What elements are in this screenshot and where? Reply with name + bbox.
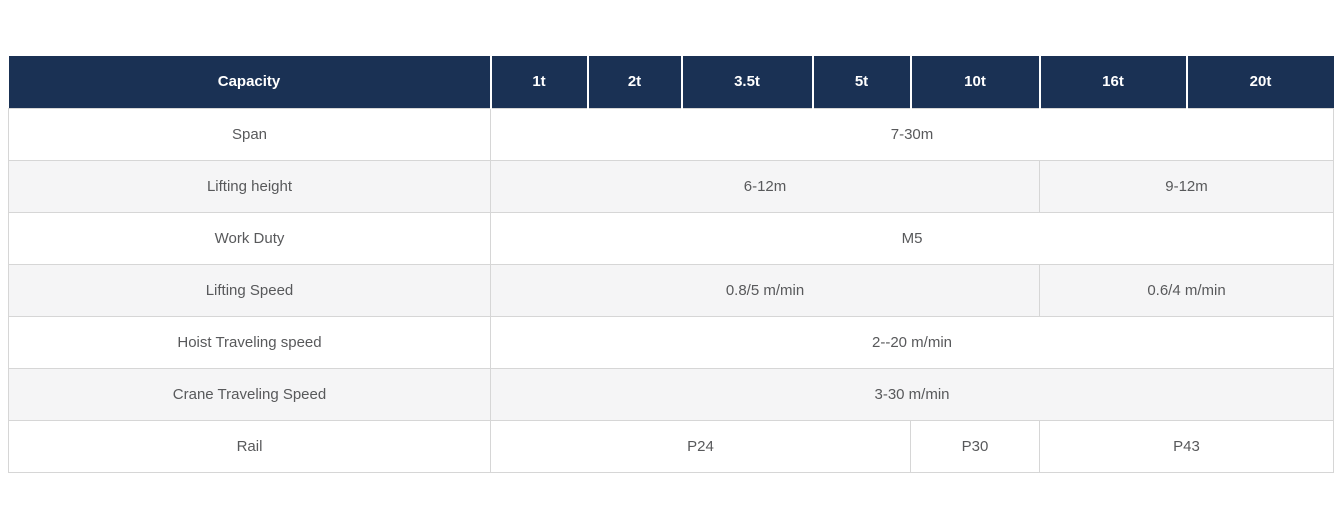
row-span: Span 7-30m bbox=[8, 107, 1334, 161]
header-row: Capacity 1t 2t 3.5t 5t 10t 16t 20t bbox=[8, 56, 1334, 108]
specs-table: Capacity 1t 2t 3.5t 5t 10t 16t 20t Span … bbox=[8, 56, 1334, 473]
value-lifting-speed-small: 0.8/5 m/min bbox=[490, 263, 1040, 317]
header-cell-16t: 16t bbox=[1038, 56, 1187, 108]
value-work-duty: M5 bbox=[490, 211, 1334, 265]
row-label-crane-traveling-speed: Crane Traveling Speed bbox=[8, 367, 491, 421]
value-lifting-height-small: 6-12m bbox=[490, 159, 1040, 213]
row-label-work-duty: Work Duty bbox=[8, 211, 491, 265]
header-cell-5t: 5t bbox=[811, 56, 911, 108]
header-cell-20t: 20t bbox=[1185, 56, 1334, 108]
header-cell-2t: 2t bbox=[586, 56, 682, 108]
value-lifting-speed-large: 0.6/4 m/min bbox=[1039, 263, 1334, 317]
value-rail-p43: P43 bbox=[1039, 419, 1334, 473]
header-cell-10t: 10t bbox=[909, 56, 1040, 108]
row-crane-traveling-speed: Crane Traveling Speed 3-30 m/min bbox=[8, 367, 1334, 421]
value-lifting-height-large: 9-12m bbox=[1039, 159, 1334, 213]
row-label-lifting-height: Lifting height bbox=[8, 159, 491, 213]
row-work-duty: Work Duty M5 bbox=[8, 211, 1334, 265]
row-lifting-height: Lifting height 6-12m 9-12m bbox=[8, 159, 1334, 213]
row-lifting-speed: Lifting Speed 0.8/5 m/min 0.6/4 m/min bbox=[8, 263, 1334, 317]
header-cell-1t: 1t bbox=[489, 56, 588, 108]
value-crane-traveling-speed: 3-30 m/min bbox=[490, 367, 1334, 421]
row-label-rail: Rail bbox=[8, 419, 491, 473]
row-rail: Rail P24 P30 P43 bbox=[8, 419, 1334, 473]
row-label-hoist-traveling-speed: Hoist Traveling speed bbox=[8, 315, 491, 369]
row-label-span: Span bbox=[8, 107, 491, 161]
table-header: Capacity 1t 2t 3.5t 5t 10t 16t 20t bbox=[8, 56, 1334, 108]
value-rail-p30: P30 bbox=[910, 419, 1040, 473]
value-hoist-traveling-speed: 2--20 m/min bbox=[490, 315, 1334, 369]
header-cell-capacity: Capacity bbox=[8, 56, 491, 108]
row-label-lifting-speed: Lifting Speed bbox=[8, 263, 491, 317]
value-span: 7-30m bbox=[490, 107, 1334, 161]
value-rail-p24: P24 bbox=[490, 419, 911, 473]
header-cell-3-5t: 3.5t bbox=[680, 56, 813, 108]
table-body: Span 7-30m Lifting height 6-12m 9-12m Wo… bbox=[8, 107, 1334, 473]
row-hoist-traveling-speed: Hoist Traveling speed 2--20 m/min bbox=[8, 315, 1334, 369]
